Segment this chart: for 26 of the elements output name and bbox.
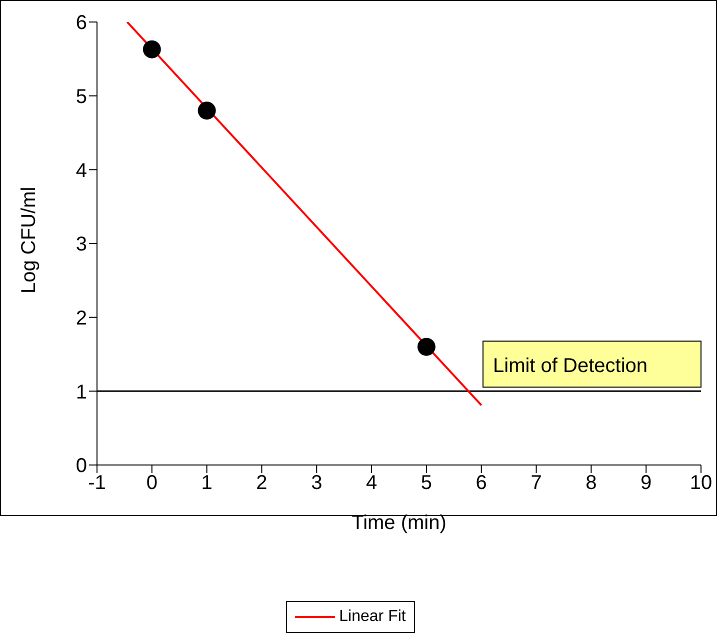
y-tick-label: 4	[76, 160, 87, 182]
x-tick-label: 1	[201, 472, 212, 494]
y-axis-title: Log CFU/ml	[18, 186, 40, 294]
x-tick-label: -1	[88, 472, 106, 494]
x-tick-label: 3	[311, 472, 322, 494]
legend-label: Linear Fit	[339, 608, 406, 626]
point	[198, 102, 216, 120]
x-tick-label: 0	[146, 472, 158, 494]
x-tick-label: 2	[256, 472, 268, 494]
y-tick-label: 0	[76, 455, 87, 478]
x-tick-label: 10	[690, 472, 712, 494]
point	[142, 40, 161, 58]
x-tick-label: 9	[640, 472, 652, 494]
y-tick-label: 6	[76, 12, 87, 34]
x-tick-label: 5	[420, 472, 432, 494]
x-tick-label: 8	[586, 472, 597, 494]
x-tick-label: 7	[530, 472, 542, 494]
x-axis-title: Time (min)	[352, 512, 446, 534]
y-tick-label: 2	[76, 307, 87, 330]
x-tick-label: 6	[476, 472, 487, 494]
ref-line-label: Limit of Detection	[493, 355, 648, 378]
point	[417, 338, 436, 356]
x-tick-label: 4	[366, 472, 378, 494]
y-tick-label: 5	[76, 86, 87, 108]
y-tick-label: 3	[76, 234, 87, 256]
y-tick-label: 1	[76, 381, 87, 404]
